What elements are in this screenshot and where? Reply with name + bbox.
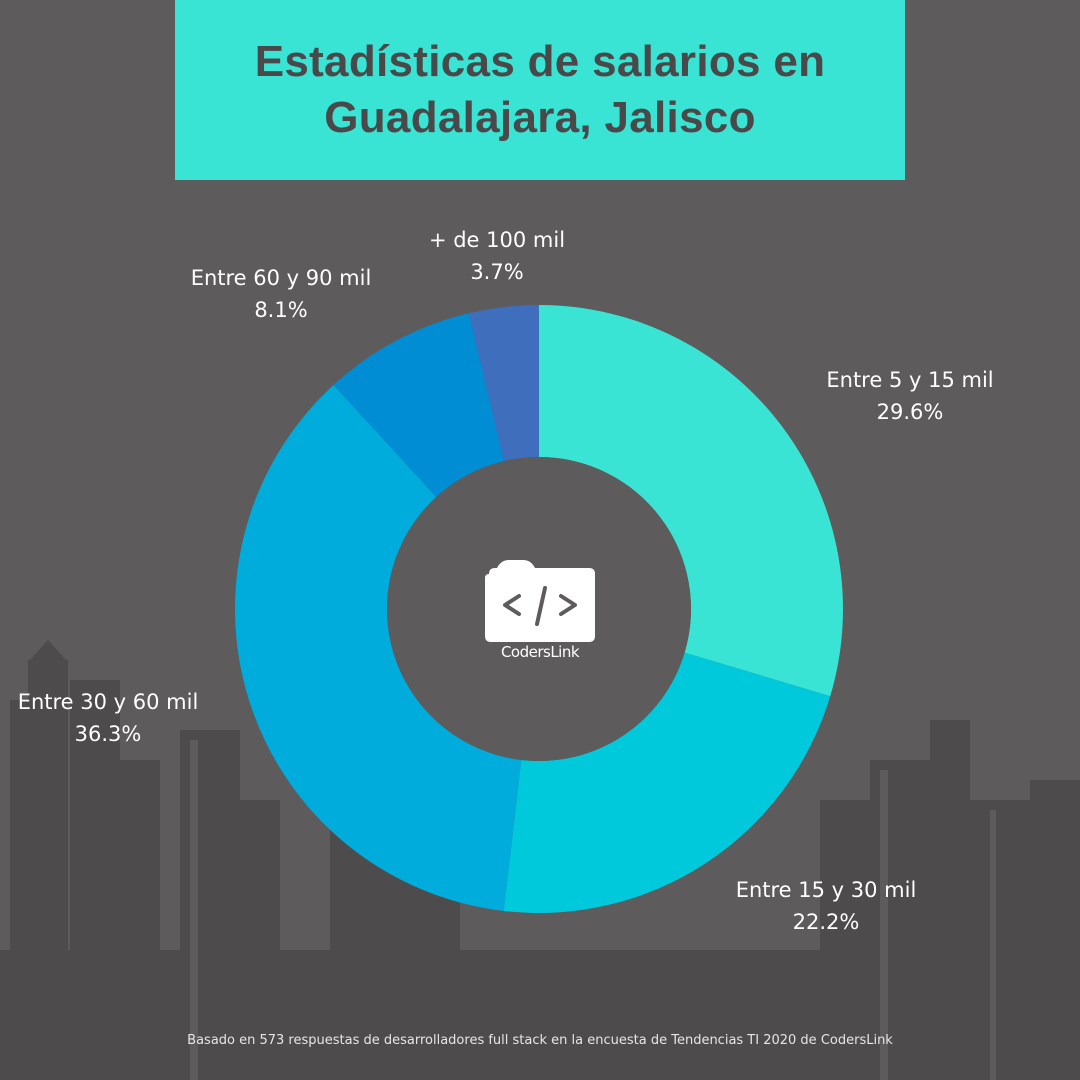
- title-line-2: Guadalajara, Jalisco: [324, 93, 756, 142]
- label-100-plus: + de 100 mil 3.7%: [429, 224, 565, 288]
- label-name: + de 100 mil: [428, 228, 566, 252]
- label-pct: 22.2%: [792, 910, 860, 934]
- donut-slice: [539, 305, 843, 697]
- label-60-90: Entre 60 y 90 mil 8.1%: [191, 262, 372, 326]
- donut-slice: [503, 652, 831, 913]
- coderslink-logo: CodersLink: [485, 560, 595, 665]
- donut-slice: [234, 384, 522, 911]
- label-pct: 8.1%: [254, 298, 308, 322]
- donut-slice: [333, 313, 504, 497]
- label-pct: 29.6%: [876, 400, 944, 424]
- folder-code-icon: [485, 560, 595, 642]
- title-banner: Estadísticas de salarios en Guadalajara,…: [175, 0, 905, 180]
- label-pct: 36.3%: [74, 722, 142, 746]
- donut-slice: [468, 305, 539, 462]
- title-line-1: Estadísticas de salarios en: [254, 37, 826, 86]
- label-name: Entre 15 y 30 mil: [735, 878, 917, 902]
- label-5-15: Entre 5 y 15 mil 29.6%: [826, 364, 993, 428]
- label-15-30: Entre 15 y 30 mil 22.2%: [736, 874, 917, 938]
- label-name: Entre 5 y 15 mil: [826, 368, 994, 392]
- label-name: Entre 30 y 60 mil: [17, 690, 199, 714]
- source-footnote: Basado en 573 respuestas de desarrollado…: [187, 1033, 893, 1048]
- logo-label: CodersLink: [500, 643, 580, 661]
- label-pct: 3.7%: [470, 260, 524, 284]
- label-30-60: Entre 30 y 60 mil 36.3%: [18, 686, 199, 750]
- label-name: Entre 60 y 90 mil: [190, 266, 372, 290]
